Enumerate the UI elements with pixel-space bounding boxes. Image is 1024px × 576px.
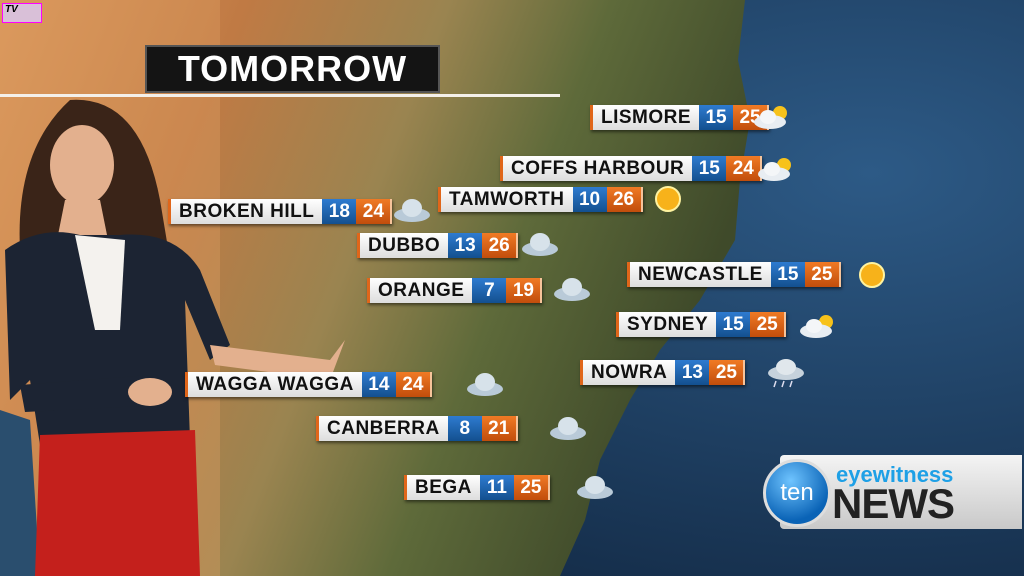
max-temp: 24 (395, 372, 432, 397)
min-temp: 13 (448, 233, 483, 258)
max-temp: 25 (750, 312, 787, 337)
forecast-label: ORANGE 7 19 (367, 278, 543, 303)
news-logo-bottom: NEWS (832, 480, 955, 527)
min-temp: 14 (361, 372, 396, 397)
city-name: CANBERRA (316, 416, 448, 441)
city-name: NEWCASTLE (627, 262, 771, 287)
min-temp: 15 (716, 312, 751, 337)
cloudy-icon (550, 417, 586, 440)
partly-cloudy-icon (758, 158, 791, 181)
city-name: BEGA (404, 475, 480, 500)
presenter (5, 99, 345, 576)
max-temp: 19 (506, 278, 543, 303)
min-temp: 10 (572, 187, 607, 212)
forecast-label: NOWRA 13 25 (580, 360, 746, 385)
partly-cloudy-icon (800, 315, 833, 338)
forecast-label: SYDNEY 15 25 (616, 312, 787, 337)
ocean-left (0, 410, 40, 576)
max-temp: 26 (482, 233, 519, 258)
forecast-label: DUBBO 13 26 (357, 233, 519, 258)
title-underline (0, 94, 560, 97)
min-temp: 15 (699, 105, 734, 130)
forecast-label: WAGGA WAGGA 14 24 (185, 372, 432, 397)
min-temp: 11 (479, 475, 514, 500)
forecast-label: TAMWORTH 10 26 (438, 187, 643, 212)
news-logo-top: eyewitness (836, 462, 954, 487)
max-temp: 24 (726, 156, 763, 181)
max-temp: 24 (356, 199, 393, 224)
min-temp: 15 (770, 262, 805, 287)
forecast-label: COFFS HARBOUR 15 24 (500, 156, 763, 181)
min-temp: 8 (447, 416, 482, 441)
showers-icon (768, 359, 804, 388)
channel-bug-logo: TV (2, 3, 42, 23)
sunny-icon (655, 186, 681, 212)
city-name: BROKEN HILL (168, 199, 323, 224)
sunny-icon (859, 262, 885, 288)
min-temp: 13 (675, 360, 710, 385)
city-name: WAGGA WAGGA (185, 372, 362, 397)
cloudy-icon (394, 199, 430, 222)
city-name: ORANGE (367, 278, 473, 303)
forecast-label: CANBERRA 8 21 (316, 416, 518, 441)
min-temp: 18 (322, 199, 357, 224)
cloudy-icon (554, 278, 590, 301)
max-temp: 26 (606, 187, 643, 212)
max-temp: 25 (804, 262, 841, 287)
forecast-label: NEWCASTLE 15 25 (627, 262, 841, 287)
cloudy-icon (577, 476, 613, 499)
max-temp: 25 (709, 360, 746, 385)
min-temp: 7 (472, 278, 507, 303)
max-temp: 25 (513, 475, 550, 500)
min-temp: 15 (692, 156, 727, 181)
max-temp: 21 (481, 416, 518, 441)
city-name: TAMWORTH (438, 187, 573, 212)
city-name: NOWRA (580, 360, 676, 385)
forecast-label: BROKEN HILL 18 24 (168, 199, 393, 224)
city-name: SYDNEY (616, 312, 717, 337)
city-name: COFFS HARBOUR (500, 156, 693, 181)
cloudy-icon (467, 373, 503, 396)
city-name: LISMORE (590, 105, 700, 130)
forecast-label: BEGA 11 25 (404, 475, 550, 500)
city-name: DUBBO (357, 233, 449, 258)
ten-logo: ten (763, 459, 831, 527)
partly-cloudy-icon (754, 106, 787, 129)
page-title: TOMORROW (145, 45, 440, 93)
forecast-label: LISMORE 15 25 (590, 105, 770, 130)
cloudy-icon (522, 233, 558, 256)
